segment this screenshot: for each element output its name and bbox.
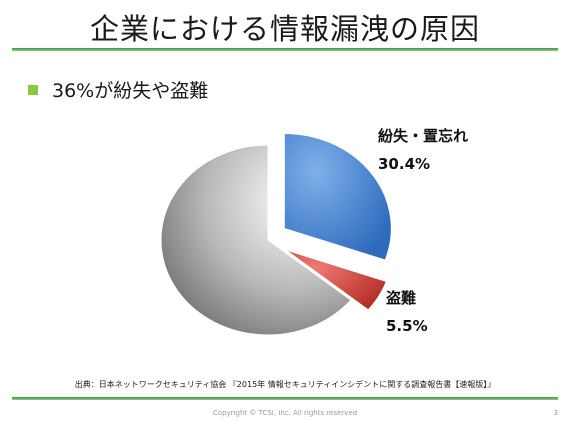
page-number: 3 <box>553 409 558 417</box>
slide-title: 企業における情報漏洩の原因 <box>89 12 480 46</box>
square-bullet-icon <box>28 84 38 95</box>
pie-slice-other <box>160 144 352 336</box>
copyright-text: Copyright © TCSI, Inc. All rights reserv… <box>212 409 358 417</box>
slice-category-label: 盗難 <box>386 289 416 307</box>
slice-value-label: 30.4% <box>378 155 430 173</box>
title-divider <box>12 48 558 51</box>
pie-slice-loss <box>283 132 392 261</box>
bullet-text: 36%が紛失や盗難 <box>52 80 209 102</box>
slice-value-label: 5.5% <box>386 317 428 335</box>
source-citation: 出典：日本ネットワークセキュリティ協会 『2015年 情報セキュリティインシデン… <box>74 380 496 389</box>
slice-category-label: 紛失・置忘れ <box>378 127 468 145</box>
bullet-point: 36%が紛失や盗難 <box>28 76 208 103</box>
footer-divider <box>12 397 558 400</box>
pie-slice-theft <box>285 249 387 311</box>
